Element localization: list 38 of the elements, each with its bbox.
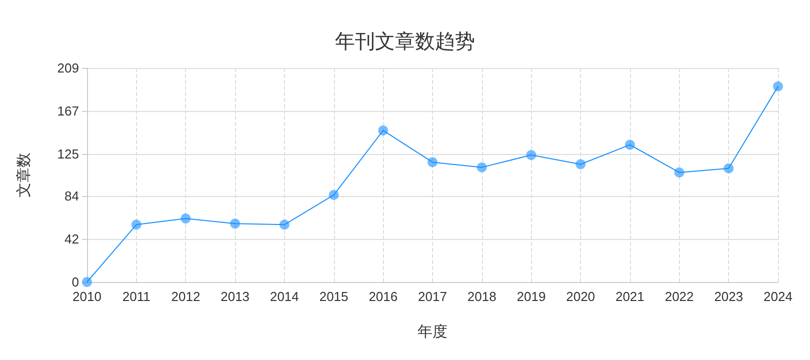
- point: [428, 157, 438, 168]
- point: [131, 220, 142, 230]
- point: [230, 218, 240, 229]
- y-tick-label: 84: [64, 188, 79, 204]
- y-tick-label: 167: [57, 104, 79, 119]
- point: [476, 162, 487, 172]
- point: [576, 159, 586, 170]
- point: [724, 163, 734, 174]
- point: [674, 167, 684, 178]
- y-axis-title: 文章数: [14, 152, 32, 198]
- point: [180, 214, 191, 224]
- x-tick-label: 2011: [122, 289, 150, 304]
- x-tick-label: 2023: [714, 289, 744, 304]
- x-tick-label: 2012: [171, 289, 200, 304]
- point: [279, 220, 290, 230]
- point: [773, 81, 783, 92]
- point: [378, 125, 388, 136]
- point: [526, 150, 536, 160]
- y-tick-label: 125: [57, 146, 79, 162]
- y-tick-label: 42: [64, 231, 79, 246]
- point: [328, 190, 339, 200]
- x-tick-label: 2021: [615, 289, 644, 304]
- x-tick-label: 2017: [418, 289, 447, 304]
- x-tick-label: 2013: [220, 289, 250, 304]
- x-tick-label: 2016: [368, 289, 398, 304]
- x-tick-label: 2014: [270, 289, 299, 304]
- x-tick-label: 2022: [664, 289, 694, 304]
- x-tick-label: 2024: [764, 289, 792, 304]
- x-tick-label: 2010: [72, 289, 102, 304]
- x-tick-label: 2015: [319, 289, 348, 304]
- x-tick-label: 2020: [566, 289, 596, 304]
- chart-title: 年刊文章数趋势: [335, 29, 475, 53]
- x-tick-label: 2018: [467, 289, 496, 304]
- point: [624, 140, 635, 150]
- y-tick-label: 209: [57, 60, 79, 76]
- y-tick-label: 0: [72, 274, 79, 290]
- x-tick-label: 2019: [516, 289, 546, 304]
- x-axis-title: 年度: [418, 322, 448, 340]
